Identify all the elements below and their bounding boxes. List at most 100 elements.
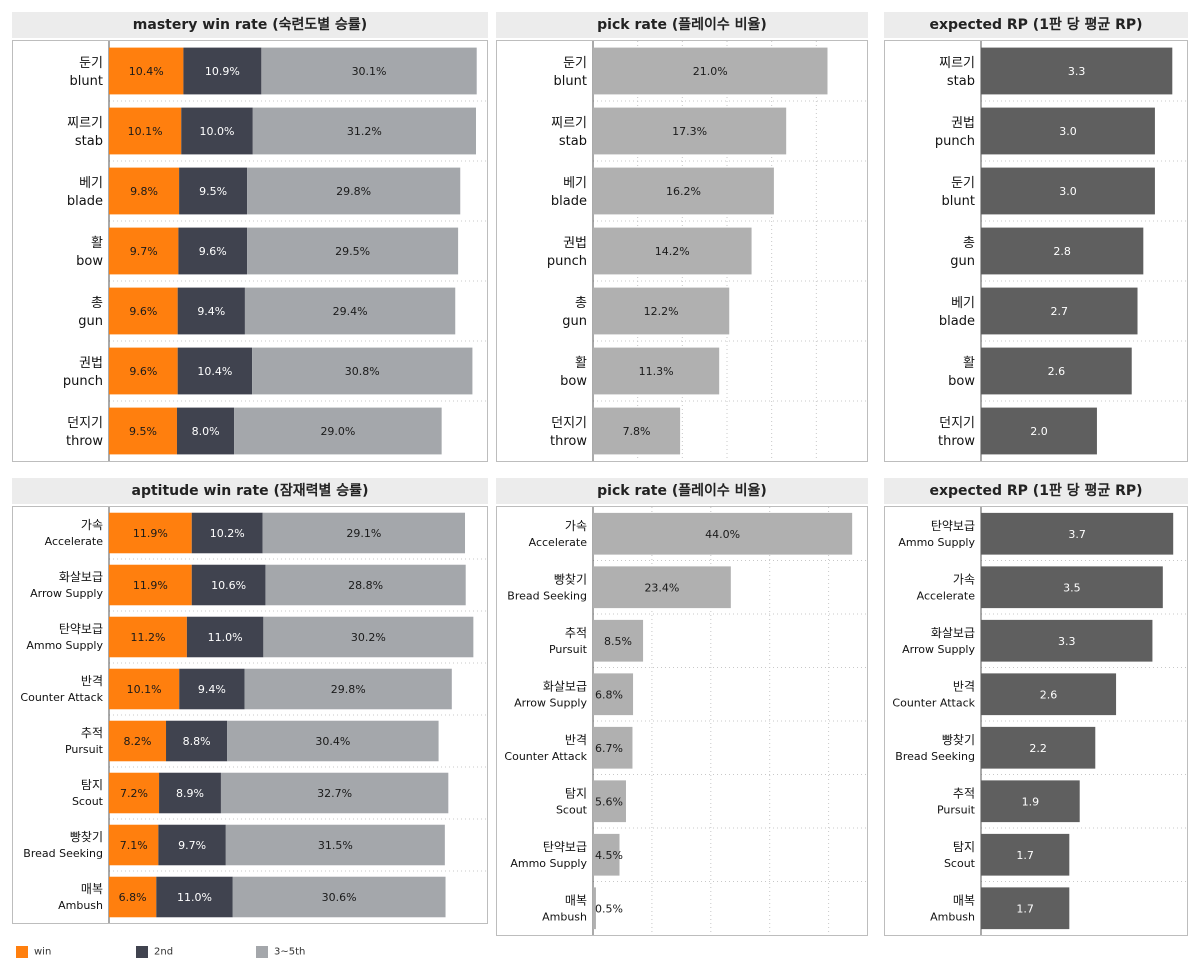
bar-value-label: 3.5: [1063, 581, 1081, 594]
category-label-korean: 반격: [565, 733, 587, 747]
category-label-korean: 추적: [81, 726, 103, 740]
bar-value-label: 31.5%: [318, 839, 353, 852]
chart-svg: 둔기 blunt 21.0% 찌르기 stab 17.3% 베기 blade 16.2% 권법 pu…: [547, 41, 867, 461]
bar: [593, 227, 752, 275]
aptitude-win-rate-plot: 가속 Accelerate 11.9% 10.2% 29.1% 화살보급 Arrow Sup…: [12, 506, 488, 924]
bar-segment-3-5th: [252, 107, 476, 155]
category-label-english: Pursuit: [549, 643, 588, 656]
bar-value-label: 10.1%: [127, 683, 162, 696]
bar-segment-3-5th: [265, 564, 466, 606]
bar-value-label: 9.6%: [129, 365, 157, 378]
bar-value-label: 6.7%: [595, 742, 623, 755]
panel-title: expected RP (1판 당 평균 RP): [884, 478, 1188, 504]
bar-value-label: 3.7: [1068, 528, 1086, 541]
bar-segment-win: [109, 668, 180, 710]
legend-swatch-win: [16, 946, 28, 958]
bar-value-label: 29.4%: [333, 305, 368, 318]
category-label-english: blunt: [70, 74, 103, 89]
category-label-english: Counter Attack: [20, 691, 103, 704]
category-label-korean: 베기: [79, 176, 103, 191]
category-label-english: Bread Seeking: [23, 847, 103, 860]
bar-value-label: 30.8%: [345, 365, 380, 378]
category-label-korean: 던지기: [939, 416, 975, 431]
bar: [981, 287, 1138, 335]
bar-value-label: 7.2%: [120, 787, 148, 800]
bar-segment-2nd: [179, 167, 248, 215]
legend-item-2nd: 2nd: [136, 946, 173, 962]
bar: [981, 887, 1070, 930]
bar: [981, 619, 1153, 662]
aptitude-expected-rp-plot: 탄약보급 Ammo Supply 3.7 가속 Accelerate 3.5 화살보급 Arr…: [884, 506, 1188, 936]
bar-segment-2nd: [191, 512, 263, 554]
bar-segment-3-5th: [225, 824, 445, 866]
bar: [981, 566, 1163, 609]
bar: [981, 673, 1117, 716]
bar: [593, 887, 596, 930]
category-label-korean: 탄약보급: [543, 839, 587, 854]
bar-value-label: 5.6%: [595, 795, 623, 808]
category-label-english: Scout: [556, 803, 588, 816]
bar-segment-2nd: [166, 720, 228, 762]
category-label-korean: 활: [963, 356, 975, 371]
bar-value-label: 9.5%: [129, 425, 157, 438]
category-label-korean: 탐지: [565, 786, 587, 800]
category-label-korean: 탐지: [953, 840, 975, 854]
aptitude-expected-rp-panel: expected RP (1판 당 평균 RP) 탄약보급 Ammo Supply…: [884, 478, 1188, 936]
category-label-english: Ammo Supply: [510, 857, 587, 870]
category-label-korean: 매복: [953, 893, 975, 907]
category-label-korean: 가속: [953, 572, 975, 586]
category-label-english: Arrow Supply: [30, 587, 103, 600]
bar-value-label: 4.5%: [595, 849, 623, 862]
category-label-korean: 탐지: [81, 778, 103, 792]
bar-value-label: 14.2%: [655, 245, 690, 258]
bar-segment-2nd: [178, 227, 248, 275]
category-label-english: bow: [948, 374, 975, 389]
bar-value-label: 17.3%: [672, 125, 707, 138]
category-label-english: Pursuit: [937, 803, 976, 816]
category-label-english: throw: [550, 434, 587, 449]
bar-value-label: 11.2%: [130, 631, 165, 644]
category-label-korean: 반격: [953, 679, 975, 693]
bar: [981, 726, 1096, 769]
mastery-win-rate-plot: 둔기 blunt 10.4% 10.9% 30.1% 찌르기 stab 10.1% 10.0% 3…: [12, 40, 488, 462]
bar-value-label: 1.7: [1016, 849, 1034, 862]
category-label-korean: 권법: [951, 116, 975, 131]
bar-value-label: 1.9: [1022, 795, 1039, 808]
category-label-english: Counter Attack: [504, 750, 587, 763]
bar: [593, 780, 626, 823]
bar-value-label: 12.2%: [644, 305, 679, 318]
bar-value-label: 10.1%: [128, 125, 163, 138]
aptitude-win-rate-panel: aptitude win rate (잠재력별 승률) 가속 Accelerate…: [12, 478, 488, 924]
category-label-english: Bread Seeking: [507, 589, 587, 602]
bar-value-label: 8.8%: [183, 735, 211, 748]
category-label-korean: 빵찾기: [554, 572, 587, 586]
category-label-english: Counter Attack: [892, 696, 975, 709]
bar-value-label: 9.5%: [199, 185, 227, 198]
bar-value-label: 2.2: [1029, 742, 1047, 755]
bar-value-label: 2.6: [1040, 688, 1058, 701]
bar-segment-2nd: [176, 407, 235, 455]
bar-segment-2nd: [179, 668, 245, 710]
category-label-korean: 찌르기: [551, 116, 587, 131]
bar: [981, 167, 1155, 215]
bar-segment-3-5th: [227, 720, 439, 762]
category-label-english: gun: [78, 314, 103, 329]
bar-value-label: 31.2%: [347, 125, 382, 138]
bar-value-label: 3.3: [1058, 635, 1076, 648]
bar-value-label: 11.0%: [177, 891, 212, 904]
bar-value-label: 30.2%: [351, 631, 386, 644]
bar-segment-3-5th: [262, 512, 466, 554]
category-label-english: Arrow Supply: [902, 643, 975, 656]
mastery-pick-rate-panel: pick rate (플레이수 비율) 둔기 blunt 21.0% 찌르기 stab 1…: [496, 12, 868, 462]
bar-value-label: 9.8%: [130, 185, 158, 198]
legend-swatch-2nd: [136, 946, 148, 958]
bar-value-label: 8.5%: [604, 635, 632, 648]
legend-item-win: win: [16, 946, 51, 962]
bar-value-label: 2.7: [1051, 305, 1069, 318]
bar-value-label: 0.5%: [595, 902, 623, 915]
bar-segment-3-5th: [261, 47, 477, 95]
bar: [593, 566, 731, 609]
category-label-korean: 빵찾기: [70, 830, 103, 844]
category-label-korean: 화살보급: [931, 626, 975, 640]
mastery-expected-rp-panel: expected RP (1판 당 평균 RP) 찌르기 stab 3.3 권법 pun…: [884, 12, 1188, 462]
